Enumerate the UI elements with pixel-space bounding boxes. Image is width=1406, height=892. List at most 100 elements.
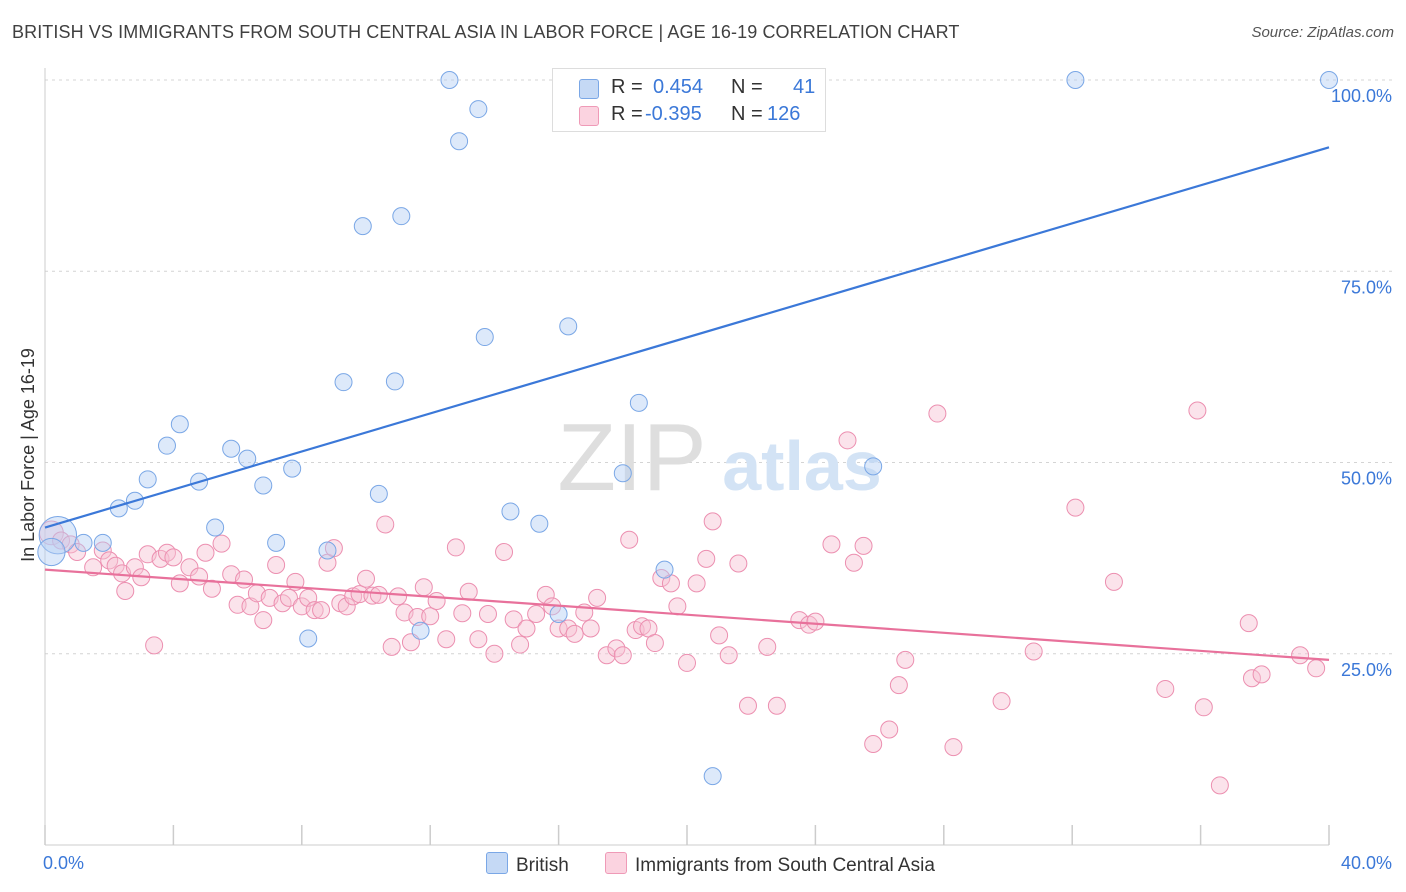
- point-immigrants: [389, 587, 408, 606]
- point-immigrants: [337, 597, 356, 616]
- point-immigrants: [446, 538, 465, 557]
- point-immigrants: [517, 619, 536, 638]
- point-british: [37, 537, 66, 567]
- point-immigrants: [565, 624, 584, 643]
- point-immigrants: [597, 646, 616, 665]
- point-immigrants: [710, 626, 729, 645]
- trend-line-immigrants: [44, 568, 1330, 661]
- point-immigrants: [376, 515, 395, 534]
- point-british: [283, 459, 302, 478]
- point-immigrants: [738, 696, 757, 715]
- point-immigrants: [896, 650, 915, 669]
- point-immigrants: [84, 558, 103, 577]
- point-immigrants: [838, 431, 857, 450]
- point-immigrants: [687, 574, 706, 593]
- point-immigrants: [254, 611, 273, 630]
- point-immigrants: [1252, 665, 1271, 684]
- point-immigrants: [382, 637, 401, 656]
- point-british: [157, 436, 176, 455]
- point-immigrants: [350, 585, 369, 604]
- point-immigrants: [453, 604, 472, 623]
- point-immigrants: [844, 553, 863, 572]
- point-immigrants: [241, 597, 260, 616]
- point-immigrants: [357, 569, 375, 588]
- source-label: Source: ZipAtlas.com: [1251, 24, 1394, 41]
- point-immigrants: [459, 582, 478, 601]
- point-british: [559, 317, 578, 336]
- point-immigrants: [369, 585, 388, 604]
- point-immigrants: [1194, 698, 1213, 717]
- point-immigrants: [437, 630, 456, 649]
- point-british: [450, 132, 469, 151]
- point-immigrants: [549, 619, 568, 638]
- point-british: [74, 533, 93, 552]
- point-immigrants: [880, 720, 899, 739]
- legend-n-value: 41: [793, 76, 816, 98]
- point-british: [1066, 71, 1085, 89]
- point-immigrants: [613, 646, 632, 665]
- point-immigrants: [408, 608, 427, 627]
- point-immigrants: [588, 588, 607, 607]
- point-immigrants: [1066, 498, 1085, 517]
- point-immigrants: [427, 591, 446, 610]
- point-british: [138, 470, 157, 489]
- point-immigrants: [1188, 401, 1207, 420]
- stats-legend: R = 0.454 N = 41 R = -0.395 N = 126: [552, 68, 826, 132]
- point-british: [238, 449, 257, 468]
- grid-lines: [45, 79, 1392, 655]
- point-immigrants: [212, 534, 231, 553]
- point-immigrants: [1307, 659, 1326, 678]
- axes: [44, 68, 1330, 846]
- point-immigrants: [719, 646, 738, 665]
- point-immigrants: [495, 543, 514, 562]
- legend-swatch: [605, 852, 627, 874]
- point-british: [299, 629, 318, 648]
- point-british: [318, 541, 337, 560]
- point-immigrants: [68, 543, 87, 562]
- chart-title: BRITISH VS IMMIGRANTS FROM SOUTH CENTRAL…: [12, 22, 960, 42]
- legend-item-british: British: [486, 852, 569, 877]
- trend-lines: [44, 146, 1330, 661]
- point-immigrants: [854, 536, 873, 555]
- point-british: [385, 372, 404, 391]
- legend-label: British: [516, 855, 569, 876]
- point-immigrants: [678, 653, 696, 672]
- legend-swatch-british: [579, 79, 599, 99]
- point-immigrants: [536, 585, 555, 604]
- watermark-zip: ZIP: [557, 404, 706, 511]
- legend-label: Immigrants from South Central Asia: [635, 855, 935, 876]
- point-immigrants: [52, 531, 71, 550]
- point-immigrants: [1156, 679, 1175, 698]
- point-british: [170, 415, 189, 434]
- point-british: [254, 476, 273, 495]
- point-immigrants: [790, 611, 809, 630]
- point-immigrants: [469, 630, 488, 649]
- legend-n-label: N =: [731, 103, 763, 125]
- point-immigrants: [305, 601, 324, 620]
- point-immigrants: [864, 735, 883, 754]
- point-immigrants: [992, 692, 1011, 711]
- legend-r-label: R =: [611, 76, 643, 98]
- point-immigrants: [170, 574, 189, 593]
- point-british: [475, 328, 494, 347]
- point-immigrants: [511, 635, 530, 654]
- point-immigrants: [93, 541, 112, 560]
- point-immigrants: [527, 604, 546, 623]
- point-immigrants: [1024, 642, 1043, 661]
- point-immigrants: [196, 543, 215, 562]
- x-tick-label: 40.0%: [1341, 853, 1392, 873]
- point-immigrants: [190, 567, 209, 586]
- point-british: [501, 502, 520, 521]
- point-immigrants: [401, 633, 420, 652]
- point-immigrants: [1104, 572, 1123, 591]
- point-british: [655, 560, 674, 579]
- point-immigrants: [478, 604, 497, 623]
- legend-swatch: [486, 852, 508, 874]
- y-tick-label: 25.0%: [1341, 660, 1392, 680]
- point-immigrants: [944, 738, 963, 757]
- point-british: [206, 518, 225, 537]
- point-immigrants: [668, 597, 687, 616]
- point-immigrants: [279, 588, 298, 607]
- point-immigrants: [645, 634, 664, 653]
